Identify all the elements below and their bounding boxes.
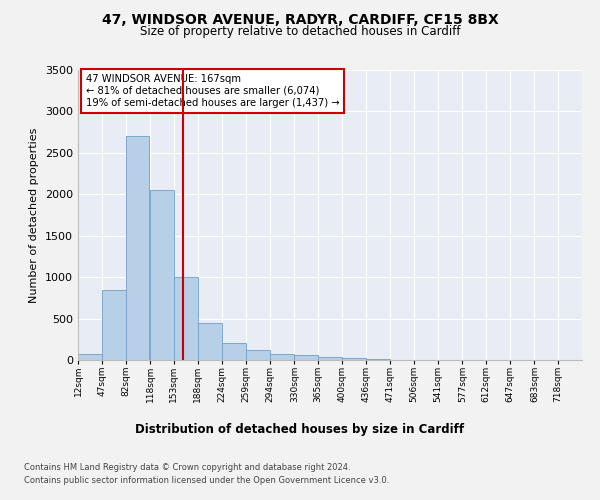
Bar <box>78 354 102 360</box>
Bar <box>294 355 318 360</box>
Bar <box>246 350 270 360</box>
Text: Size of property relative to detached houses in Cardiff: Size of property relative to detached ho… <box>140 25 460 38</box>
Bar <box>150 190 174 360</box>
Bar <box>198 322 221 360</box>
Bar <box>367 359 390 360</box>
Y-axis label: Number of detached properties: Number of detached properties <box>29 128 40 302</box>
Bar <box>222 344 246 360</box>
Text: 47, WINDSOR AVENUE, RADYR, CARDIFF, CF15 8BX: 47, WINDSOR AVENUE, RADYR, CARDIFF, CF15… <box>101 12 499 26</box>
Text: Contains HM Land Registry data © Crown copyright and database right 2024.: Contains HM Land Registry data © Crown c… <box>24 462 350 471</box>
Bar <box>125 136 149 360</box>
Bar <box>318 356 342 360</box>
Text: Contains public sector information licensed under the Open Government Licence v3: Contains public sector information licen… <box>24 476 389 485</box>
Text: Distribution of detached houses by size in Cardiff: Distribution of detached houses by size … <box>136 422 464 436</box>
Bar <box>270 354 293 360</box>
Bar <box>174 277 198 360</box>
Bar <box>342 358 366 360</box>
Text: 47 WINDSOR AVENUE: 167sqm
← 81% of detached houses are smaller (6,074)
19% of se: 47 WINDSOR AVENUE: 167sqm ← 81% of detac… <box>86 74 339 108</box>
Bar <box>102 290 125 360</box>
